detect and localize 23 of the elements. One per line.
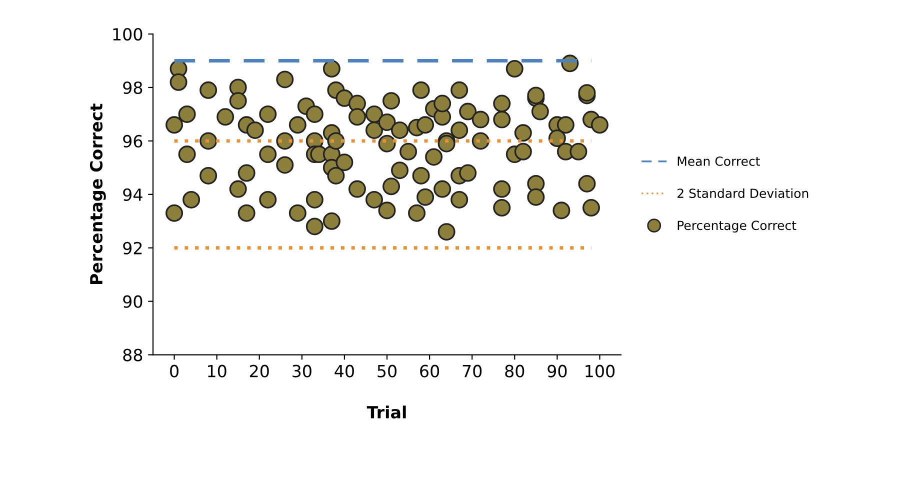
legend-label: 2 Standard Deviation <box>678 188 808 198</box>
y-tick-label: 92 <box>123 242 142 254</box>
x-axis-title: Trial <box>366 406 406 419</box>
x-tick-label: 40 <box>334 364 354 378</box>
legend-label: Mean Correct <box>678 156 760 166</box>
y-tick-label: 90 <box>123 295 142 308</box>
x-tick-label: 20 <box>250 364 269 378</box>
x-tick-label: 90 <box>548 364 567 378</box>
x-tick-label: 80 <box>505 364 524 378</box>
x-tick-label: 50 <box>378 364 396 378</box>
x-tick-label: 30 <box>292 364 312 378</box>
legend-label: Percentage Correct <box>678 220 796 233</box>
y-tick-label: 96 <box>123 134 142 148</box>
y-tick-label: 94 <box>123 188 142 201</box>
y-tick-label: 100 <box>113 28 142 41</box>
y-axis-title: Percentage Correct <box>90 104 106 284</box>
y-tick-label: 88 <box>123 348 142 362</box>
x-tick-label: 60 <box>420 364 440 378</box>
x-tick-label: 10 <box>208 364 226 378</box>
x-tick-label: 0 <box>170 364 178 378</box>
y-tick-label: 98 <box>123 81 142 94</box>
x-tick-label: 70 <box>462 364 482 378</box>
x-tick-label: 100 <box>586 364 615 378</box>
